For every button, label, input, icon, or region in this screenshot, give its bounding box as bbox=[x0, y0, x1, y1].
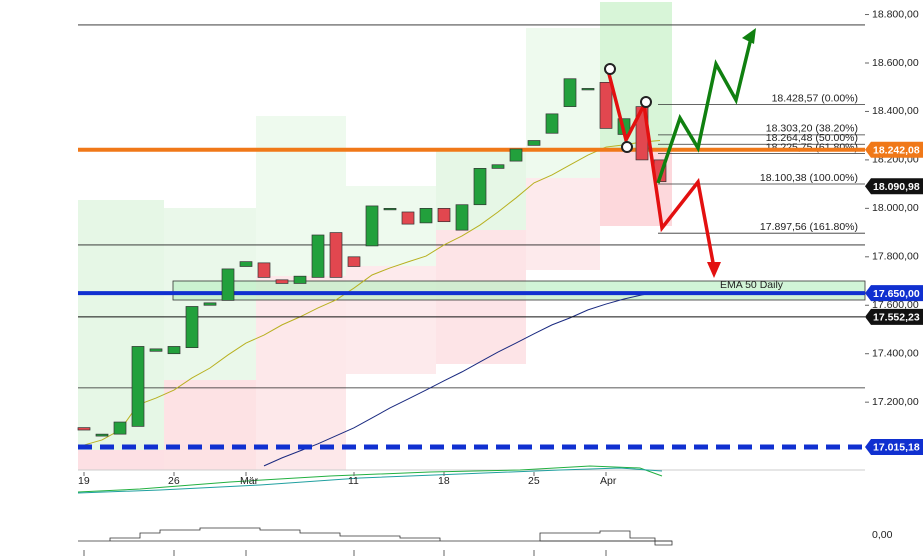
price-tag-label: 17.552,23 bbox=[873, 312, 920, 324]
price-tag-label: 17.015,18 bbox=[873, 442, 920, 454]
candle bbox=[473, 168, 487, 206]
candle bbox=[581, 88, 595, 91]
candle bbox=[527, 140, 541, 146]
moving-average bbox=[263, 291, 661, 467]
candle bbox=[383, 208, 397, 211]
y-tick-label: 17.800,00 bbox=[872, 251, 919, 263]
price-tag-label: 17.650,00 bbox=[873, 288, 920, 300]
candle bbox=[77, 427, 91, 431]
price-tag: 18.242,08 bbox=[865, 141, 923, 158]
price-tag-label: 18.242,08 bbox=[873, 144, 920, 156]
y-tick-label: 17.400,00 bbox=[872, 347, 919, 359]
x-tick-label: Apr bbox=[600, 475, 617, 487]
candle bbox=[149, 348, 163, 352]
fib-label: 18.303,20 (38.20%) bbox=[766, 123, 858, 135]
fib-label: 18.100,38 (100.00%) bbox=[760, 172, 858, 184]
y-tick-label: 17.200,00 bbox=[872, 396, 919, 408]
y-tick-label: 18.800,00 bbox=[872, 8, 919, 20]
indicator bbox=[77, 465, 673, 546]
x-tick-label: 18 bbox=[438, 475, 450, 487]
lines bbox=[78, 140, 865, 467]
indicator-label: 0,00 bbox=[872, 529, 893, 541]
ema-band bbox=[172, 280, 866, 301]
candle bbox=[275, 279, 289, 284]
price-tag-box bbox=[865, 438, 923, 455]
candle bbox=[563, 78, 577, 107]
candle bbox=[365, 205, 379, 247]
levels: 17.200,00 17.400,00 17.600,00 17.800,00 18.0… bbox=[78, 8, 919, 408]
candle bbox=[131, 346, 145, 427]
x-tick-label: 25 bbox=[528, 475, 540, 487]
fib-label: 18.428,57 (0.00%) bbox=[772, 92, 858, 104]
y-tick-label: 18.000,00 bbox=[872, 202, 919, 214]
x-tick-label: Mär bbox=[240, 475, 259, 487]
price-tag: 17.015,18 bbox=[865, 438, 923, 455]
price-tag-box bbox=[865, 308, 923, 325]
x-tick-label: 26 bbox=[168, 475, 180, 487]
projection bbox=[604, 28, 756, 278]
price-tag-box bbox=[865, 178, 923, 195]
candle bbox=[599, 82, 613, 129]
price-tag-label: 18.090,98 bbox=[873, 181, 920, 193]
candle bbox=[419, 208, 433, 224]
price-tag: 17.650,00 bbox=[865, 285, 923, 302]
candle bbox=[167, 346, 181, 355]
y-tick-label: 18.600,00 bbox=[872, 57, 919, 69]
candle bbox=[239, 261, 253, 267]
candle bbox=[491, 164, 505, 169]
candle bbox=[509, 148, 523, 162]
candle bbox=[545, 113, 559, 134]
x-tick-label: 11 bbox=[348, 475, 359, 487]
fib-label: 18.264,48 (50.00%) bbox=[766, 132, 858, 144]
price-tag: 18.090,98 bbox=[865, 178, 923, 195]
candle bbox=[455, 204, 469, 231]
price-tag-box bbox=[865, 141, 923, 158]
price-tag-box bbox=[865, 285, 923, 302]
candle bbox=[311, 234, 325, 278]
candle bbox=[329, 232, 343, 278]
candle bbox=[113, 421, 127, 435]
candle bbox=[401, 211, 415, 225]
candle bbox=[347, 256, 361, 267]
y-tick-label: 17.600,00 bbox=[872, 299, 919, 311]
x-tick-label: 19 bbox=[78, 475, 90, 487]
price-tag: 17.552,23 bbox=[865, 308, 923, 325]
candle bbox=[437, 208, 451, 223]
candle bbox=[203, 302, 217, 306]
candle bbox=[293, 275, 307, 284]
candle bbox=[95, 433, 109, 437]
annotation: EMA 50 Daily bbox=[720, 279, 784, 291]
candle bbox=[221, 268, 235, 301]
candle bbox=[185, 306, 199, 349]
y-tick-label: 18.400,00 bbox=[872, 105, 919, 117]
moving-average bbox=[83, 140, 661, 446]
candle bbox=[257, 262, 271, 278]
fib-label: 17.897,56 (161.80%) bbox=[760, 221, 858, 233]
